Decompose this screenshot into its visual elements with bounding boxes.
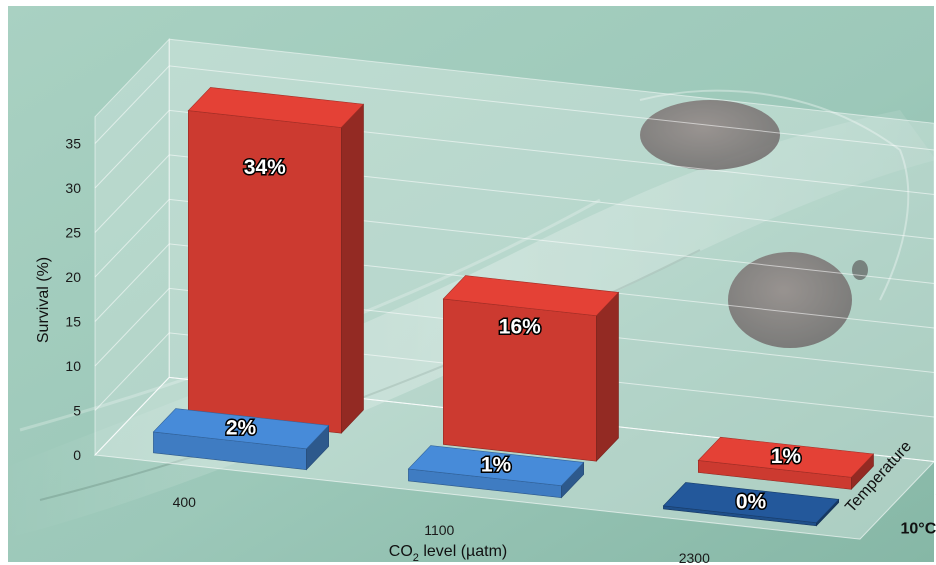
- x-axis-title: CO2 level (µatm): [389, 543, 507, 564]
- gridlines: [94, 65, 935, 462]
- x-axis-title-suffix: level (µatm): [419, 543, 507, 560]
- bar: [442, 275, 620, 462]
- bar: [187, 87, 365, 434]
- gridline: [94, 65, 935, 151]
- y-tick-label: 0: [73, 447, 81, 463]
- bar-side-face: [340, 103, 364, 434]
- data-label: 1%: [481, 454, 512, 477]
- y-tick-label: 25: [65, 225, 81, 241]
- bar-top-face: [152, 408, 330, 450]
- y-tick-label: 20: [65, 269, 81, 285]
- data-label: 2%: [226, 417, 257, 440]
- gridline: [94, 154, 935, 240]
- bar-top-face: [662, 482, 840, 524]
- depth-label-front: 10°C: [901, 521, 936, 538]
- y-tick-label: 35: [65, 136, 81, 152]
- bar-top-face: [187, 87, 365, 128]
- bar: [697, 436, 875, 491]
- bar: [407, 445, 585, 499]
- x-tick-labels: 400 1100 2300: [173, 494, 710, 565]
- x-axis-title-subscript: 2: [413, 552, 419, 564]
- y-tick-label: 5: [73, 403, 81, 419]
- data-labels: 34%16%1%2%1%0%: [224, 155, 803, 515]
- gridline: [94, 109, 935, 195]
- x-tick-label: 400: [173, 494, 197, 510]
- y-tick-label: 10: [65, 358, 81, 374]
- data-label: 1%: [771, 445, 802, 468]
- data-label: 0%: [736, 491, 767, 514]
- bar-side-face: [595, 291, 619, 462]
- bar-top-face: [697, 436, 875, 478]
- data-label: 34%: [244, 156, 286, 179]
- bar: [662, 482, 840, 527]
- y-tick-label: 15: [65, 314, 81, 330]
- data-label: 16%: [499, 316, 541, 339]
- y-axis-title: Survival (%): [35, 257, 52, 343]
- x-tick-label: 1100: [424, 522, 454, 538]
- bar: [152, 408, 330, 471]
- gridline: [94, 198, 935, 284]
- x-tick-label: 2300: [679, 550, 710, 565]
- bars: [152, 87, 875, 527]
- gridline: [94, 376, 935, 462]
- bar-top-face: [442, 275, 620, 317]
- y-tick-labels: 0 5 10 15 20 25 30 35: [65, 136, 81, 464]
- bar-top-face: [407, 445, 585, 487]
- gridline: [94, 332, 935, 418]
- gridline: [94, 287, 935, 373]
- gridline: [94, 243, 935, 329]
- y-tick-label: 30: [65, 180, 81, 196]
- x-axis-title-main: CO: [389, 543, 413, 560]
